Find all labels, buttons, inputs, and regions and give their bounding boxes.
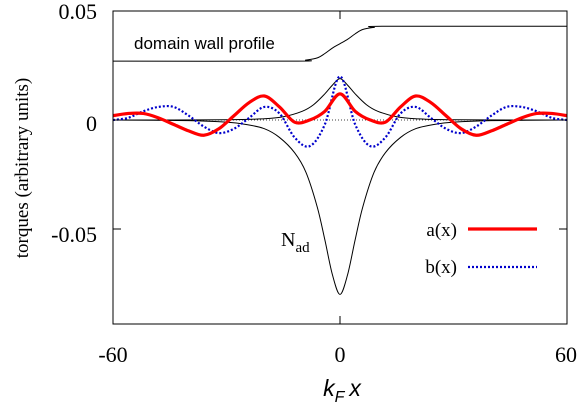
y-tick-label: -0.05 [51, 222, 97, 247]
x-tick-label: -60 [98, 342, 127, 367]
x-tick-label: 0 [335, 342, 346, 367]
x-axis-label-var: x [348, 375, 362, 401]
x-axis-label-sub: F [335, 389, 346, 406]
nad-label-sub: ad [295, 240, 310, 256]
y-tick-label: 0.05 [59, 0, 98, 24]
series-thin-peak-line [112, 78, 568, 121]
series-a-line [112, 92, 568, 137]
nad-label-main: N [281, 229, 295, 251]
legend-label-b: b(x) [425, 257, 457, 278]
y-axis-label: torques (arbitrary units) [12, 78, 33, 258]
x-tick-label: 60 [555, 342, 577, 367]
x-axis-label-k: k [323, 375, 336, 401]
nad-label: Nad [281, 229, 310, 256]
y-tick-label: 0 [86, 111, 97, 136]
legend: a(x) b(x) [425, 220, 537, 278]
x-axis-label: kF x [323, 375, 362, 406]
tick-marks [112, 10, 568, 324]
domain-wall-profile-line [112, 25, 568, 62]
series-nad-line [112, 119, 568, 295]
series-b-line [112, 75, 568, 148]
legend-label-a: a(x) [426, 220, 457, 241]
wall-profile-label: domain wall profile [134, 34, 275, 53]
plot-frame [112, 10, 568, 325]
plot-layer [112, 25, 568, 295]
